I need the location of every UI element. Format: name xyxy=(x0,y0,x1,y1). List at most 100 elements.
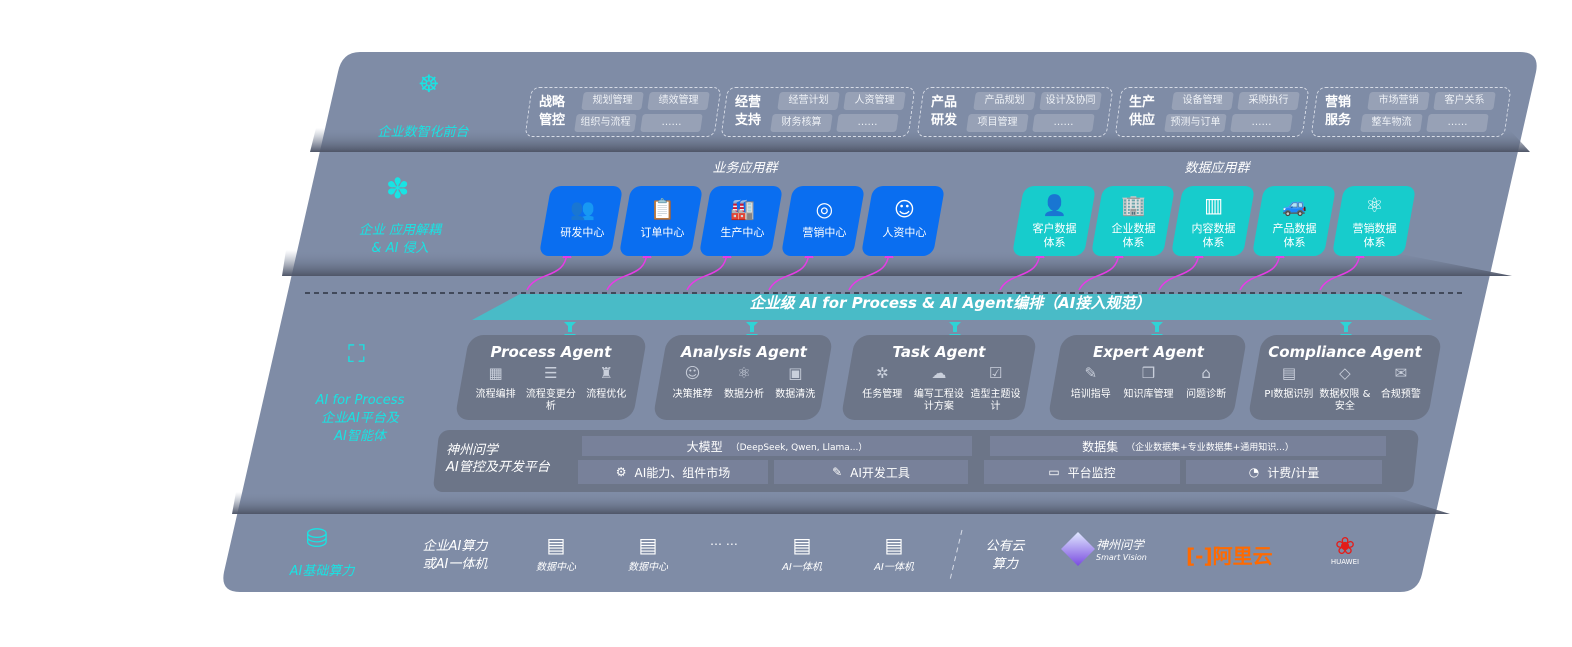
platform-monitor-button[interactable]: ▭ 平台监控 xyxy=(984,460,1180,484)
server-ai-appliance-1: ▤ AI一体机 xyxy=(772,532,832,573)
database-icon: ⛁ xyxy=(306,524,328,554)
diamond-logo-icon xyxy=(1061,532,1095,566)
front-group: 经营 支持 经营计划 人资管理 财务核算…… xyxy=(720,87,916,137)
capability-icon: ✎ xyxy=(1084,364,1098,382)
business-app-card[interactable]: 🏭 生产中心 xyxy=(698,186,784,256)
capability-icon: ☁ xyxy=(931,364,947,382)
front-module-chip[interactable]: 经营计划 xyxy=(777,92,840,110)
group-title: 战略 管控 xyxy=(539,95,566,128)
agent-title: Compliance Agent xyxy=(1268,343,1422,361)
capability-icon: ◇ xyxy=(1339,364,1351,382)
front-module-chip[interactable]: 绩效管理 xyxy=(647,92,710,110)
group-title: 营销 服务 xyxy=(1325,95,1352,128)
agent-card[interactable]: Process Agent ▦ 流程编排 ☰ 流程变更分析 ♜ 流程优化 xyxy=(454,335,648,420)
business-app-card[interactable]: 👥 研发中心 xyxy=(538,186,624,256)
business-app-card[interactable]: ◎ 营销中心 xyxy=(780,186,866,256)
model-title: 大模型 xyxy=(686,439,723,454)
tool-label: AI能力、组件市场 xyxy=(634,465,731,480)
agent-capability: ☑ 造型主题设计 xyxy=(968,364,1024,413)
ai-dev-tools-button[interactable]: ✎ AI开发工具 xyxy=(774,460,968,484)
front-group: 生产 供应 设备管理 采购执行 预测与订单…… xyxy=(1114,87,1310,137)
dataset-title: 数据集 xyxy=(1082,439,1119,454)
front-module-chip[interactable]: 整车物流 xyxy=(1360,114,1423,132)
front-group: 营销 服务 市场营销 客户关系 整车物流…… xyxy=(1310,87,1512,137)
car-icon: 🚙 xyxy=(1282,193,1307,217)
agent-capability: ☁ 编写工程设计方案 xyxy=(911,364,967,413)
front-module-chip[interactable]: 设计及协同 xyxy=(1039,92,1102,110)
capability-icon: ✲ xyxy=(875,364,889,382)
capability-icon: ✉ xyxy=(1394,364,1408,382)
business-apps-title: 业务应用群 xyxy=(712,161,778,176)
server-icon: ▤ xyxy=(638,533,658,557)
server-datacenter-2: ▤ 数据中心 xyxy=(618,532,678,573)
business-app-card[interactable]: ☺ 人资中心 xyxy=(860,186,946,256)
agent-card[interactable]: Task Agent ✲ 任务管理 ☁ 编写工程设计方案 ☑ 造型主题设计 xyxy=(840,335,1038,420)
agent-card[interactable]: Analysis Agent ☺ 决策推荐 ⚛ 数据分析 ▣ 数据清洗 xyxy=(652,335,834,420)
agent-title: Analysis Agent xyxy=(681,343,807,361)
agent-capability: ◇ 数据权限 & 安全 xyxy=(1317,364,1372,413)
front-module-chip[interactable]: 预测与订单 xyxy=(1164,114,1227,132)
servers-ellipsis: … … xyxy=(710,534,738,548)
agent-capability: ☺ 决策推荐 xyxy=(667,364,718,401)
front-module-chip[interactable]: 客户关系 xyxy=(1433,92,1496,110)
server-icon: ▤ xyxy=(884,533,904,557)
tool-label: AI开发工具 xyxy=(850,465,910,480)
front-group: 战略 管控 规划管理 绩效管理 组织与流程…… xyxy=(524,87,722,137)
agent-capability: ▣ 数据清洗 xyxy=(770,364,821,401)
data-app-card[interactable]: 👤 客户数据 体系 xyxy=(1011,186,1097,256)
agent-capability: ⚛ 数据分析 xyxy=(719,364,770,401)
huawei-logo: ❀ HUAWEI xyxy=(1322,534,1368,566)
person-icon: ☺ xyxy=(893,197,915,221)
capability-icon: ⚛ xyxy=(737,364,751,382)
billing-button[interactable]: ◔ 计费/计量 xyxy=(1186,460,1382,484)
target-icon: ◎ xyxy=(815,197,834,221)
group-title: 生产 供应 xyxy=(1129,95,1156,128)
agent-title: Task Agent xyxy=(892,343,986,361)
front-module-chip[interactable]: 规划管理 xyxy=(581,92,644,110)
front-module-chip[interactable]: 采购执行 xyxy=(1237,92,1300,110)
agent-title: Process Agent xyxy=(490,343,612,361)
front-module-chip[interactable]: …… xyxy=(1230,114,1293,132)
data-app-card[interactable]: 🚙 产品数据 体系 xyxy=(1251,186,1337,256)
front-module-chip[interactable]: 财务核算 xyxy=(770,114,833,132)
capability-icon: ♜ xyxy=(599,364,613,382)
ai-market-button[interactable]: ⚙ AI能力、组件市场 xyxy=(578,460,768,484)
tool-label: 平台监控 xyxy=(1067,465,1116,480)
agent-capability: ✉ 合规预警 xyxy=(1373,364,1428,413)
data-app-card[interactable]: 🏢 企业数据 体系 xyxy=(1090,186,1176,256)
front-module-chip[interactable]: 组织与流程 xyxy=(574,114,637,132)
data-app-card[interactable]: ▥ 内容数据 体系 xyxy=(1170,186,1256,256)
front-module-chip[interactable]: 人资管理 xyxy=(843,92,906,110)
front-module-chip[interactable]: …… xyxy=(1426,114,1489,132)
server-ai-appliance-2: ▤ AI一体机 xyxy=(864,532,924,573)
smart-vision-logo: 神州问学 Smart Vision xyxy=(1061,532,1147,566)
tool-label: 计费/计量 xyxy=(1267,465,1320,480)
capability-icon: ⌂ xyxy=(1201,364,1211,382)
agent-capability: ✲ 任务管理 xyxy=(854,364,910,413)
monitor-icon: ▭ xyxy=(1048,465,1060,479)
group-title: 经营 支持 xyxy=(735,95,762,128)
front-module-chip[interactable]: …… xyxy=(1032,114,1095,132)
front-module-chip[interactable]: 市场营销 xyxy=(1367,92,1430,110)
front-module-chip[interactable]: 项目管理 xyxy=(966,114,1029,132)
data-app-card[interactable]: ⚛ 营销数据 体系 xyxy=(1331,186,1417,256)
agent-card[interactable]: Expert Agent ✎ 培训指导 ❒ 知识库管理 ⌂ 问题诊断 xyxy=(1047,335,1248,420)
server-icon: ▤ xyxy=(546,533,566,557)
users-icon: 👥 xyxy=(569,197,595,221)
front-module-chip[interactable]: 设备管理 xyxy=(1171,92,1234,110)
front-module-chip[interactable]: 产品规划 xyxy=(973,92,1036,110)
capability-icon: ☰ xyxy=(544,364,558,382)
business-app-card[interactable]: 📋 订单中心 xyxy=(618,186,704,256)
brain-icon: ☸ xyxy=(418,70,440,98)
user-icon: 👤 xyxy=(1042,193,1067,217)
front-module-chip[interactable]: …… xyxy=(836,114,899,132)
model-note: （DeepSeek, Qwen, Llama...） xyxy=(730,442,868,453)
agent-capability: ❒ 知识库管理 xyxy=(1120,364,1177,401)
agent-capability: ▦ 流程编排 xyxy=(468,364,523,413)
gauge-icon: ◔ xyxy=(1248,465,1260,479)
front-module-chip[interactable]: …… xyxy=(640,114,703,132)
market-icon: ⚙ xyxy=(615,465,627,479)
dataset-note: （企业数据集+专业数据集+通用知识...） xyxy=(1126,442,1294,453)
capability-icon: ▣ xyxy=(788,364,803,382)
agent-card[interactable]: Compliance Agent ▤ PI数据识别 ◇ 数据权限 & 安全 ✉ 合规预警 xyxy=(1247,335,1443,420)
